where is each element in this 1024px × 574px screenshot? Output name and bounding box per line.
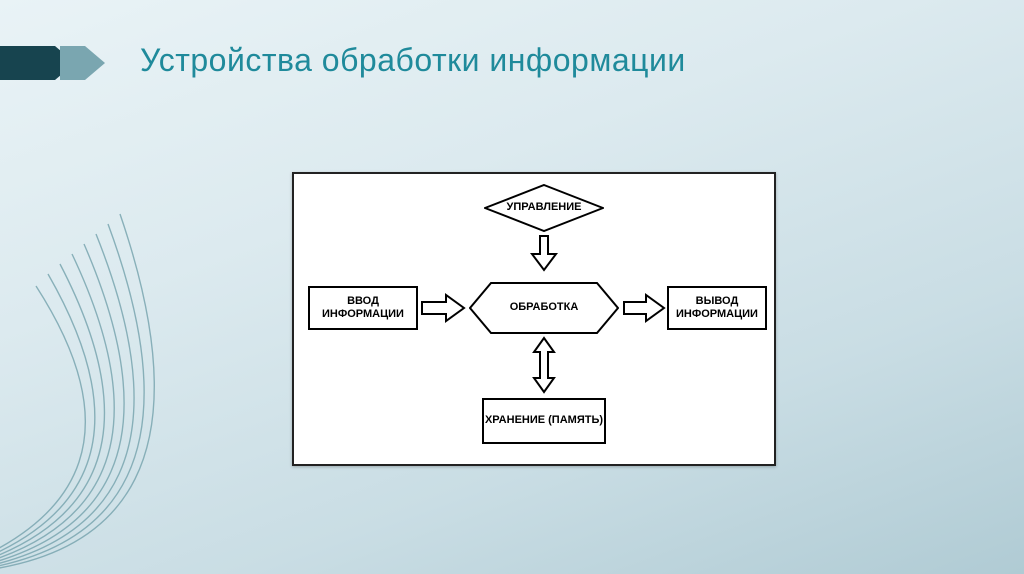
node-input-label: ВВОД ИНФОРМАЦИИ bbox=[310, 295, 416, 321]
slide: Устройства обработки информации bbox=[0, 0, 1024, 574]
flowchart: УПРАВЛЕНИЕ ВВОД ИНФОРМАЦИИ ОБРАБОТКА ВЫВ… bbox=[294, 174, 774, 464]
page-title: Устройства обработки информации bbox=[140, 42, 984, 79]
node-control: УПРАВЛЕНИЕ bbox=[484, 184, 604, 232]
node-input: ВВОД ИНФОРМАЦИИ bbox=[308, 286, 418, 330]
node-process: ОБРАБОТКА bbox=[469, 282, 619, 334]
node-output: ВЫВОД ИНФОРМАЦИИ bbox=[667, 286, 767, 330]
diagram-frame: УПРАВЛЕНИЕ ВВОД ИНФОРМАЦИИ ОБРАБОТКА ВЫВ… bbox=[292, 172, 776, 466]
node-storage-label: ХРАНЕНИЕ (ПАМЯТЬ) bbox=[485, 414, 603, 427]
node-storage: ХРАНЕНИЕ (ПАМЯТЬ) bbox=[482, 398, 606, 444]
node-process-label: ОБРАБОТКА bbox=[510, 301, 579, 314]
corner-chevrons-icon bbox=[0, 46, 130, 80]
node-output-label: ВЫВОД ИНФОРМАЦИИ bbox=[669, 295, 765, 321]
node-control-label: УПРАВЛЕНИЕ bbox=[507, 201, 582, 214]
